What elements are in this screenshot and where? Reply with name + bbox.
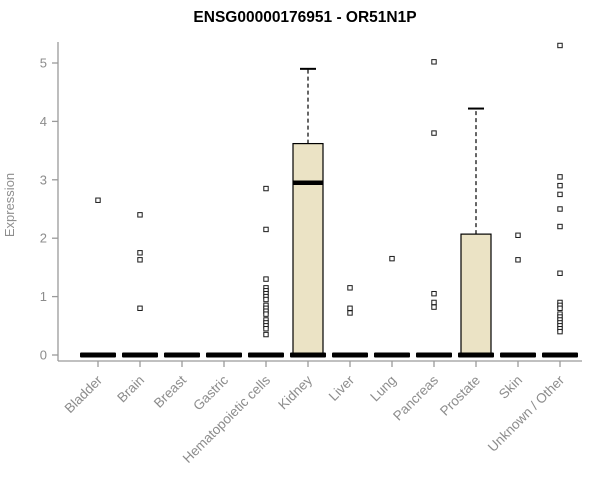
outlier-point-unknown-other (557, 174, 563, 180)
outlier-point-unknown-other (557, 42, 563, 49)
outlier-point-hematopoietic-cells (263, 276, 269, 282)
chart-title: ENSG00000176951 - OR51N1P (193, 9, 416, 26)
outlier-point-hematopoietic-cells (263, 226, 269, 233)
box-prostate (460, 233, 492, 356)
y-axis-label: Expression (2, 173, 17, 237)
outlier-point-unknown-other (557, 191, 563, 198)
outlier-point-liver (347, 305, 353, 311)
x-tick-label: Kidney (275, 372, 315, 412)
zero-median-bar-skin (500, 352, 536, 358)
outlier-point-brain (137, 250, 143, 256)
outlier-point-unknown-other (557, 206, 563, 212)
x-tick-label: Liver (326, 372, 358, 404)
x-tick-label: Brain (114, 373, 147, 406)
zero-median-bar-kidney (290, 352, 326, 358)
outlier-point-brain (137, 212, 143, 218)
outlier-point-pancreas (431, 290, 437, 297)
y-tick-label: 5 (40, 56, 47, 71)
outlier-point-unknown-other (557, 328, 563, 335)
x-tick-label: Pancreas (390, 372, 441, 423)
y-tick-label: 2 (40, 231, 47, 246)
outlier-point-skin (515, 232, 521, 238)
outlier-point-brain (137, 305, 143, 311)
x-tick-label: Lung (367, 373, 399, 405)
outlier-point-hematopoietic-cells (263, 185, 269, 192)
x-tick-label: Bladder (62, 372, 106, 416)
zero-median-bar-prostate (458, 352, 494, 358)
x-tick-label: Unknown / Other (485, 372, 568, 455)
y-tick-label: 1 (40, 289, 47, 304)
outlier-point-unknown-other (557, 270, 563, 276)
outlier-point-pancreas (431, 304, 437, 310)
x-tick-label: Skin (496, 373, 525, 402)
zero-median-bar-hematopoietic-cells (248, 352, 284, 358)
outlier-point-pancreas (431, 299, 437, 306)
x-tick-label: Prostate (437, 373, 483, 419)
x-tick-label: Gastric (190, 372, 231, 413)
y-tick-label: 3 (40, 172, 47, 187)
zero-median-bar-liver (332, 352, 368, 358)
y-tick-label: 4 (40, 114, 47, 129)
outlier-point-unknown-other (557, 305, 563, 311)
outlier-point-pancreas (431, 59, 437, 65)
zero-median-bar-bladder (80, 352, 116, 358)
y-tick-label: 0 (40, 348, 47, 363)
outlier-point-brain (137, 257, 143, 263)
outlier-point-skin (515, 257, 521, 263)
zero-median-bar-unknown-other (542, 352, 578, 358)
x-tick-label: Breast (151, 372, 189, 410)
outlier-point-hematopoietic-cells (263, 326, 269, 332)
outlier-point-lung (389, 255, 395, 262)
outlier-point-pancreas (431, 130, 437, 136)
outlier-point-hematopoietic-cells (263, 311, 269, 317)
outlier-point-hematopoietic-cells (263, 296, 269, 303)
outlier-point-unknown-other (557, 223, 563, 230)
zero-median-bar-gastric (206, 352, 242, 358)
outlier-point-bladder (95, 197, 101, 203)
box-kidney (292, 142, 324, 356)
zero-median-bar-breast (164, 352, 200, 358)
outlier-point-liver (347, 310, 353, 316)
zero-median-bar-brain (122, 352, 158, 358)
outlier-point-unknown-other (557, 182, 563, 189)
zero-median-bar-pancreas (416, 352, 452, 358)
outlier-point-hematopoietic-cells (263, 331, 269, 338)
outlier-point-liver (347, 285, 353, 291)
zero-median-bar-lung (374, 352, 410, 358)
